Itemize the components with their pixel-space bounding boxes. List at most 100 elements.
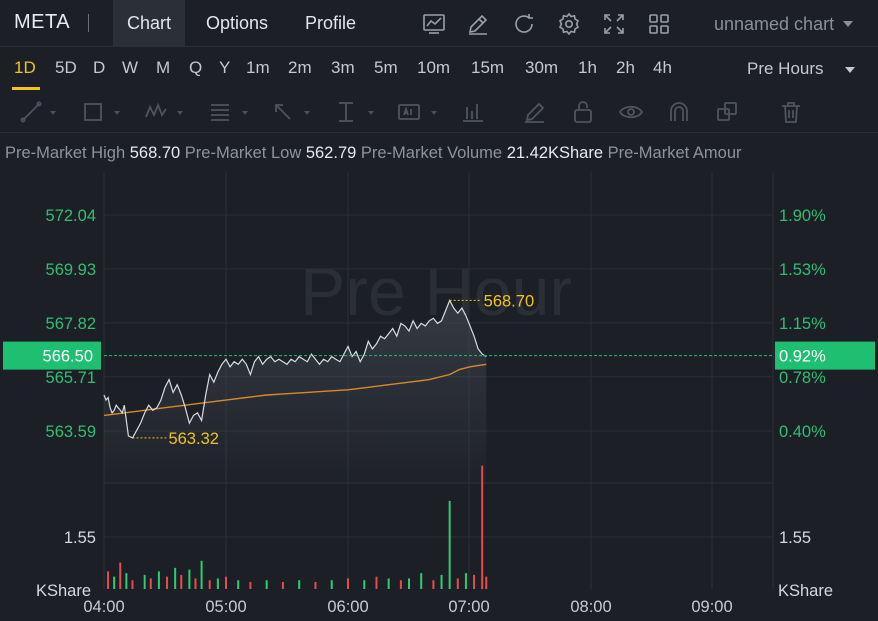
session-dropdown[interactable]: Pre Hours <box>747 59 824 78</box>
volume-bar-8 <box>166 576 169 589</box>
pattern-caret-icon[interactable] <box>177 111 183 115</box>
volume-bar-25 <box>363 580 366 589</box>
time-tick-2: 06:00 <box>327 598 368 616</box>
percent-axis: 1.90% 1.53% 1.15% 0.78% 0.40% 1.55 KShare <box>778 207 833 600</box>
trash-icon[interactable] <box>778 99 804 125</box>
high-marker-label: 568.70 <box>484 292 534 310</box>
trend-line-icon[interactable] <box>18 99 44 125</box>
lock-icon[interactable] <box>570 99 596 125</box>
volume-bar-22 <box>314 581 317 589</box>
volume-bar-27 <box>387 578 390 589</box>
time-tick-3: 07:00 <box>448 598 489 616</box>
layout-grid-icon[interactable] <box>647 12 671 36</box>
interval-15m[interactable]: 15m <box>471 58 505 77</box>
price-chart[interactable]: Pre Hour 568.70 563.32 572.04 569.93 567.82… <box>0 172 878 621</box>
session-chevron-down-icon[interactable] <box>845 67 855 73</box>
chevron-down-icon[interactable] <box>843 21 853 27</box>
rectangle-caret-icon[interactable] <box>114 111 120 115</box>
symbol-separator <box>88 14 89 32</box>
interval-2h[interactable]: 2h <box>616 58 635 77</box>
fib-caret-icon[interactable] <box>242 111 248 115</box>
measure-caret-icon[interactable] <box>368 111 374 115</box>
volume-bar-7 <box>157 571 160 589</box>
interval-4h[interactable]: 4h <box>653 58 672 77</box>
time-tick-5: 09:00 <box>691 598 732 616</box>
copy-icon[interactable] <box>714 99 740 125</box>
volume-bar-13 <box>200 560 203 589</box>
interval-2m[interactable]: 2m <box>288 58 312 77</box>
low-marker-label: 563.32 <box>168 430 218 448</box>
price-line <box>103 298 487 439</box>
tab-options[interactable]: Options <box>206 13 269 33</box>
volume-bar-20 <box>281 581 284 589</box>
volume-bar-33 <box>448 500 451 589</box>
interval-1d[interactable]: 1D <box>14 58 36 77</box>
average-price-line <box>103 363 487 417</box>
active-interval-indicator <box>12 87 40 90</box>
volume-bar-23 <box>330 580 333 589</box>
chart-watermark: Pre Hour <box>300 254 572 330</box>
indicators-icon[interactable] <box>422 12 446 36</box>
pre-market-high-label: Pre-Market High <box>5 144 126 162</box>
refresh-icon[interactable] <box>512 12 536 36</box>
current-pct-badge <box>775 341 875 370</box>
eye-icon[interactable] <box>618 99 644 125</box>
interval-m[interactable]: M <box>156 58 171 77</box>
time-tick-0: 04:00 <box>83 598 124 616</box>
interval-bar: 1D 5D D W M Q Y 1m 2m 3m 5m 10m 15m 30m … <box>0 47 878 91</box>
text-icon[interactable] <box>396 99 422 125</box>
chart-name-dropdown[interactable]: unnamed chart <box>714 14 835 34</box>
volume-bars <box>107 465 488 589</box>
volume-bar-1 <box>113 576 116 589</box>
volume-bar-9 <box>174 567 177 589</box>
interval-1h[interactable]: 1h <box>578 58 597 77</box>
interval-30m[interactable]: 30m <box>525 58 559 77</box>
current-price-value: 566.50 <box>43 348 93 366</box>
trend-line-caret-icon[interactable] <box>50 111 56 115</box>
interval-y[interactable]: Y <box>219 58 231 77</box>
price-area <box>104 300 487 483</box>
symbol-label[interactable]: META <box>14 11 71 33</box>
interval-1m[interactable]: 1m <box>246 58 270 77</box>
current-pct-value: 0.92% <box>779 348 826 366</box>
brush-icon[interactable] <box>522 99 548 125</box>
volume-bar-30 <box>420 573 423 589</box>
interval-w[interactable]: W <box>122 58 139 77</box>
volume-bar-34 <box>456 578 459 589</box>
price-series-line <box>103 298 487 439</box>
volume-bar-31 <box>432 580 435 589</box>
time-tick-4: 08:00 <box>570 598 611 616</box>
fullscreen-icon[interactable] <box>602 12 626 36</box>
settings-icon[interactable] <box>557 12 581 36</box>
volume-bar-6 <box>149 578 152 589</box>
volume-bar-17 <box>237 580 240 589</box>
pct-tick-4: 0.40% <box>779 423 826 441</box>
interval-3m[interactable]: 3m <box>331 58 355 77</box>
price-tick-4: 563.59 <box>46 423 96 441</box>
bar-pattern-icon[interactable] <box>460 99 486 125</box>
measure-icon[interactable] <box>333 99 359 125</box>
draw-icon[interactable] <box>466 12 490 36</box>
interval-5m[interactable]: 5m <box>374 58 398 77</box>
price-tick-3: 565.71 <box>46 369 96 387</box>
interval-5d[interactable]: 5D <box>55 58 77 77</box>
fib-icon[interactable] <box>207 99 233 125</box>
arrow-caret-icon[interactable] <box>304 111 310 115</box>
time-axis: 04:00 05:00 06:00 07:00 08:00 09:00 <box>83 598 732 616</box>
arrow-icon[interactable] <box>270 99 296 125</box>
text-caret-icon[interactable] <box>431 111 437 115</box>
volume-bar-4 <box>131 580 134 589</box>
pattern-icon[interactable] <box>143 99 169 125</box>
rectangle-icon[interactable] <box>80 99 106 125</box>
interval-d[interactable]: D <box>93 58 106 77</box>
magnet-icon[interactable] <box>666 99 692 125</box>
volume-bar-3 <box>125 573 128 589</box>
pre-market-low-value: 562.79 <box>305 144 357 162</box>
interval-q[interactable]: Q <box>189 58 203 77</box>
tab-profile[interactable]: Profile <box>305 13 357 33</box>
tab-chart[interactable]: Chart <box>113 0 186 47</box>
average-line <box>103 363 487 417</box>
interval-10m[interactable]: 10m <box>417 58 451 77</box>
pre-market-volume-label: Pre-Market Volume <box>360 144 503 162</box>
volume-bar-36 <box>473 574 476 589</box>
